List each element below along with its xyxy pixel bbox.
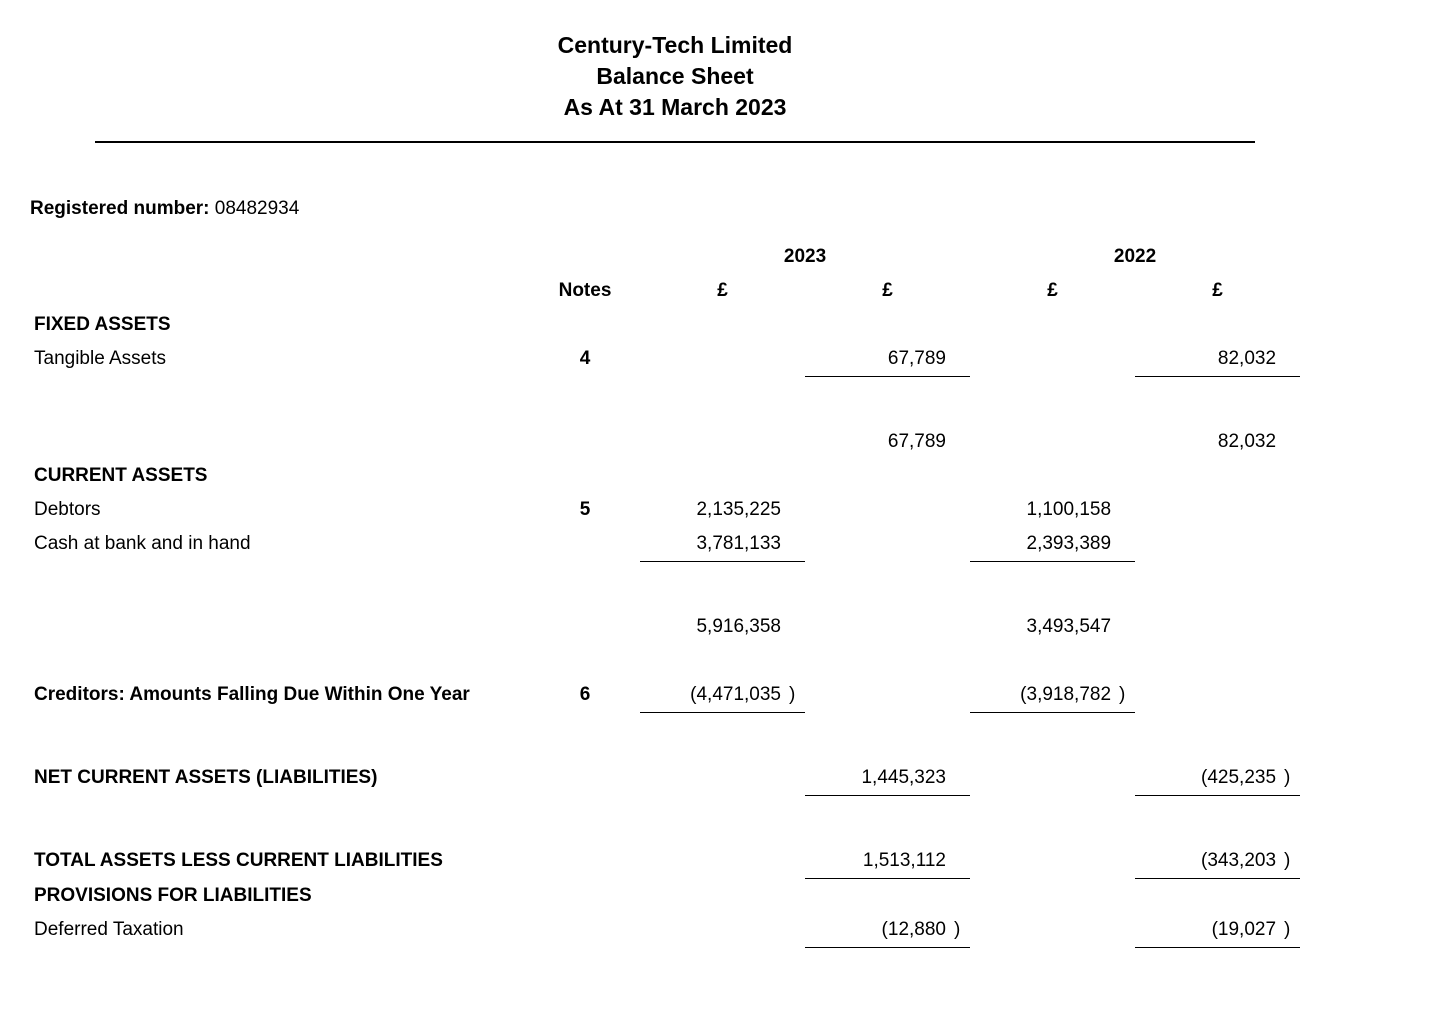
row-debtors: Debtors 5 2,135,225 1,100,158 xyxy=(30,493,1300,527)
note-creditors-1yr: 6 xyxy=(530,678,640,713)
row-current-assets-heading: CURRENT ASSETS xyxy=(30,459,1300,493)
val-creditors-2023-paren: ) xyxy=(785,678,805,713)
val-debtors-2023: 2,135,225 xyxy=(640,493,785,527)
as-at-date: As At 31 March 2023 xyxy=(95,92,1255,123)
row-deferred-tax: Deferred Taxation (12,880 ) (19,027 ) xyxy=(30,913,1300,948)
val-cash-2022: 2,393,389 xyxy=(970,527,1115,562)
label-net-current: NET CURRENT ASSETS (LIABILITIES) xyxy=(30,761,530,796)
val-creditors-2022-paren: ) xyxy=(1115,678,1135,713)
label-tangible-assets: Tangible Assets xyxy=(30,342,530,377)
registered-number: Registered number: 08482934 xyxy=(30,198,1320,220)
col-notes: Notes xyxy=(530,274,640,308)
val-talc-2023: 1,513,112 xyxy=(805,844,950,879)
row-provisions-heading: PROVISIONS FOR LIABILITIES xyxy=(30,879,1300,913)
registered-number-value: 08482934 xyxy=(215,198,300,219)
val-netcurrent-2022-paren: ) xyxy=(1280,761,1300,796)
header-currency: Notes £ £ £ £ xyxy=(30,274,1300,308)
val-talc-2022: (343,203 xyxy=(1135,844,1280,879)
col-2022-outer-sym: £ xyxy=(1135,274,1300,308)
label-cash: Cash at bank and in hand xyxy=(30,527,530,562)
label-fixed-assets: FIXED ASSETS xyxy=(30,308,530,342)
title-block: Century-Tech Limited Balance Sheet As At… xyxy=(95,30,1255,143)
registered-number-label: Registered number: xyxy=(30,198,209,219)
row-current-assets-total: 5,916,358 3,493,547 xyxy=(30,610,1300,644)
label-creditors-1yr: Creditors: Amounts Falling Due Within On… xyxy=(30,678,530,713)
row-cash: Cash at bank and in hand 3,781,133 2,393… xyxy=(30,527,1300,562)
val-fixed-total-2022: 82,032 xyxy=(1135,425,1280,459)
val-deftax-2023: (12,880 xyxy=(805,913,950,948)
val-deftax-2022-paren: ) xyxy=(1280,913,1300,948)
header-years: 2023 2022 xyxy=(30,240,1300,274)
val-deftax-2023-paren: ) xyxy=(950,913,970,948)
note-tangible-assets: 4 xyxy=(530,342,640,377)
col-year-2022: 2022 xyxy=(970,240,1300,274)
row-net-current: NET CURRENT ASSETS (LIABILITIES) 1,445,3… xyxy=(30,761,1300,796)
val-debtors-2022: 1,100,158 xyxy=(970,493,1115,527)
label-total-less-current: TOTAL ASSETS LESS CURRENT LIABILITIES xyxy=(30,844,530,879)
label-deferred-tax: Deferred Taxation xyxy=(30,913,530,948)
col-year-2023: 2023 xyxy=(640,240,970,274)
col-2023-inner-sym: £ xyxy=(640,274,805,308)
row-tangible-assets: Tangible Assets 4 67,789 82,032 xyxy=(30,342,1300,377)
val-creditors-2023: (4,471,035 xyxy=(640,678,785,713)
col-2022-inner-sym: £ xyxy=(970,274,1135,308)
val-ca-total-2023: 5,916,358 xyxy=(640,610,785,644)
val-netcurrent-2023: 1,445,323 xyxy=(805,761,950,796)
val-creditors-2022: (3,918,782 xyxy=(970,678,1115,713)
val-deftax-2022: (19,027 xyxy=(1135,913,1280,948)
balance-sheet-page: Century-Tech Limited Balance Sheet As At… xyxy=(30,0,1320,948)
row-fixed-assets-total: 67,789 82,032 xyxy=(30,425,1300,459)
label-current-assets: CURRENT ASSETS xyxy=(30,459,530,493)
row-fixed-assets-heading: FIXED ASSETS xyxy=(30,308,1300,342)
val-cash-2023: 3,781,133 xyxy=(640,527,785,562)
val-tangible-2022: 82,032 xyxy=(1135,342,1280,377)
val-tangible-2023: 67,789 xyxy=(805,342,950,377)
row-total-less-current: TOTAL ASSETS LESS CURRENT LIABILITIES 1,… xyxy=(30,844,1300,879)
val-fixed-total-2023: 67,789 xyxy=(805,425,950,459)
val-talc-2022-paren: ) xyxy=(1280,844,1300,879)
label-debtors: Debtors xyxy=(30,493,530,527)
statement-name: Balance Sheet xyxy=(95,61,1255,92)
val-ca-total-2022: 3,493,547 xyxy=(970,610,1115,644)
note-debtors: 5 xyxy=(530,493,640,527)
col-2023-outer-sym: £ xyxy=(805,274,970,308)
val-netcurrent-2022: (425,235 xyxy=(1135,761,1280,796)
company-name: Century-Tech Limited xyxy=(95,30,1255,61)
label-provisions: PROVISIONS FOR LIABILITIES xyxy=(30,879,530,913)
balance-sheet-table: 2023 2022 Notes £ £ £ £ FIXED ASSETS Tan… xyxy=(30,240,1300,948)
row-creditors-1yr: Creditors: Amounts Falling Due Within On… xyxy=(30,678,1300,713)
